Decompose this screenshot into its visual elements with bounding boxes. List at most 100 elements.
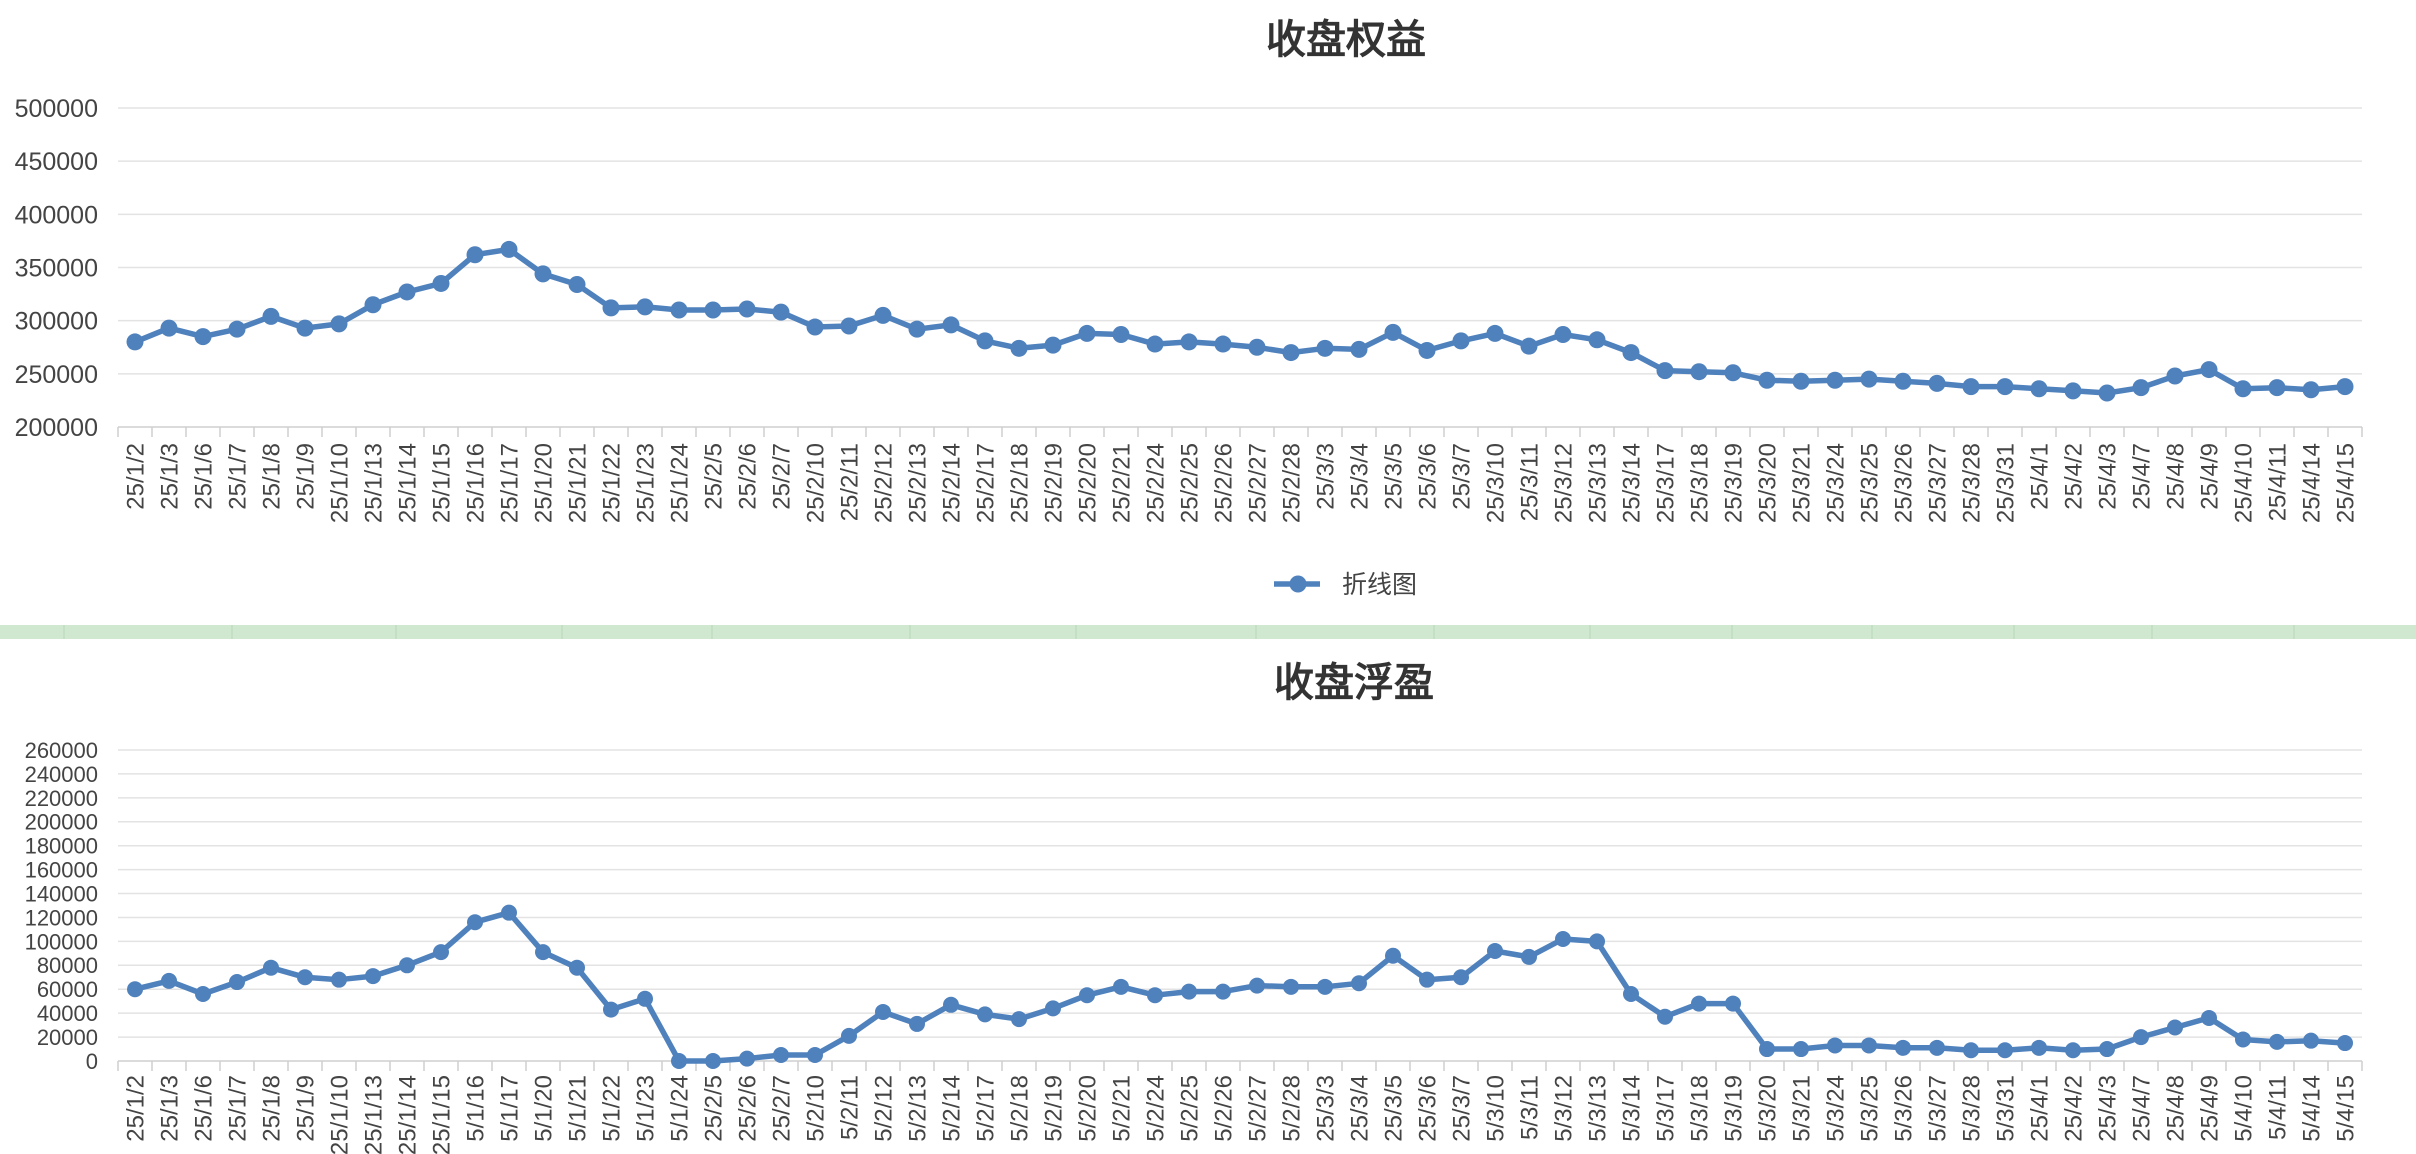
x-tick-label: 5/4/14 xyxy=(2298,1075,2325,1142)
data-point xyxy=(2132,379,2150,397)
x-tick-label: 25/1/3 xyxy=(156,1075,183,1142)
data-point xyxy=(1690,363,1708,381)
x-tick-label: 25/3/19 xyxy=(1720,443,1747,523)
data-point xyxy=(1588,331,1606,349)
x-tick-label: 25/3/3 xyxy=(1312,1075,1339,1142)
x-tick-label: 25/4/11 xyxy=(2264,443,2291,521)
y-tick-label: 260000 xyxy=(25,738,98,763)
x-tick-label: 5/3/14 xyxy=(1618,1075,1645,1142)
data-point xyxy=(1249,977,1265,994)
data-point xyxy=(1283,978,1299,995)
data-point xyxy=(2268,379,2286,397)
x-tick-label: 5/3/26 xyxy=(1890,1075,1917,1142)
data-point xyxy=(534,265,552,283)
data-point xyxy=(467,914,483,931)
data-point xyxy=(942,316,960,334)
x-tick-label: 5/1/16 xyxy=(462,1075,489,1142)
x-tick-label: 5/2/12 xyxy=(870,1075,897,1142)
y-tick-label: 200000 xyxy=(15,414,98,442)
x-tick-label: 25/3/31 xyxy=(1992,443,2019,523)
data-point xyxy=(1826,371,1844,389)
y-tick-label: 220000 xyxy=(25,786,98,811)
x-tick-label: 25/1/15 xyxy=(428,1075,455,1154)
data-point xyxy=(1928,374,1946,392)
y-tick-label: 350000 xyxy=(15,255,98,283)
data-point xyxy=(1351,975,1367,992)
data-point xyxy=(330,315,348,333)
y-tick-label: 0 xyxy=(86,1049,98,1074)
data-point xyxy=(1181,983,1197,1000)
chart-title: 收盘浮盈 xyxy=(1274,660,1434,706)
data-point xyxy=(1691,995,1707,1012)
data-point xyxy=(194,328,212,346)
x-tick-label: 25/3/4 xyxy=(1346,1075,1373,1142)
data-point xyxy=(1146,335,1164,353)
data-point xyxy=(2269,1033,2285,1050)
data-point xyxy=(1997,1042,2013,1059)
x-tick-label: 5/3/12 xyxy=(1550,1075,1577,1142)
chart-1: 收盘权益 500000 450000 400000 350000 300000 250000… xyxy=(15,17,2363,599)
x-tick-label: 25/3/27 xyxy=(1924,443,1951,523)
y-tick-label: 60000 xyxy=(37,977,98,1002)
data-point xyxy=(2031,1039,2047,1056)
data-point xyxy=(1860,370,1878,388)
x-tick-label: 25/3/20 xyxy=(1754,443,1781,523)
x-tick-label: 25/4/1 xyxy=(2026,1075,2053,1142)
x-tick-label: 5/2/11 xyxy=(836,1075,863,1140)
data-point xyxy=(1487,942,1503,959)
x-tick-label: 5/3/28 xyxy=(1958,1075,1985,1142)
data-point xyxy=(1622,344,1640,362)
y-tick-label: 250000 xyxy=(15,361,98,389)
x-tick-label: 5/1/22 xyxy=(598,1075,625,1142)
x-tick-label: 5/1/24 xyxy=(666,1075,693,1142)
data-point xyxy=(2200,361,2218,379)
x-tick-label: 25/3/6 xyxy=(1414,443,1441,510)
data-point xyxy=(195,986,211,1003)
x-tick-label: 5/2/19 xyxy=(1040,1075,1067,1142)
x-tick-label: 25/2/19 xyxy=(1040,443,1067,523)
x-tick-label: 5/2/28 xyxy=(1278,1075,1305,1142)
x-tick-label: 5/3/13 xyxy=(1584,1075,1611,1142)
x-tick-label: 25/2/28 xyxy=(1278,443,1305,523)
x-tick-label: 25/3/5 xyxy=(1380,443,1407,510)
x-tick-label: 5/3/21 xyxy=(1788,1075,1815,1142)
x-tick-label: 5/4/11 xyxy=(2264,1075,2291,1140)
x-tick-label: 25/2/13 xyxy=(904,443,931,523)
x-tick-label: 25/4/9 xyxy=(2196,443,2223,510)
data-point xyxy=(977,1006,993,1023)
x-tick-label: 5/1/17 xyxy=(496,1075,523,1142)
data-point xyxy=(160,319,178,337)
x-tick-label: 25/4/1 xyxy=(2026,443,2053,510)
x-tick-label: 25/3/4 xyxy=(1346,443,1373,510)
x-tick-label: 25/3/17 xyxy=(1652,443,1679,523)
x-tick-label: 25/4/2 xyxy=(2060,1075,2087,1142)
x-tick-label: 5/2/13 xyxy=(904,1075,931,1142)
x-tick-label: 25/1/14 xyxy=(394,1075,421,1154)
x-tick-label: 25/4/10 xyxy=(2230,443,2257,523)
data-point xyxy=(296,319,314,337)
x-tick-label: 5/3/18 xyxy=(1686,1075,1713,1142)
x-tick-label: 25/1/13 xyxy=(360,1075,387,1154)
data-point xyxy=(1894,372,1912,390)
data-point xyxy=(1589,933,1605,950)
data-point xyxy=(773,1047,789,1064)
data-point xyxy=(1215,983,1231,1000)
data-point xyxy=(2030,380,2048,398)
x-tick-label: 25/4/8 xyxy=(2162,1075,2189,1142)
data-point xyxy=(670,301,688,319)
data-point xyxy=(297,969,313,986)
x-tick-label: 5/3/27 xyxy=(1924,1075,1951,1142)
data-point xyxy=(364,296,382,314)
chart-2: 收盘浮盈260000240000220000200000180000160000… xyxy=(25,660,2363,1154)
x-tick-label: 25/3/10 xyxy=(1482,443,1509,523)
x-tick-label: 25/4/3 xyxy=(2094,1075,2121,1142)
data-point xyxy=(1079,987,1095,1004)
x-tick-label: 25/1/10 xyxy=(326,1075,353,1154)
data-point xyxy=(399,957,415,974)
x-tick-label: 25/2/7 xyxy=(768,443,795,510)
x-tick-label: 25/3/3 xyxy=(1312,443,1339,510)
data-point xyxy=(671,1053,687,1069)
data-point xyxy=(1317,978,1333,995)
data-point xyxy=(331,971,347,988)
x-tick-label: 5/3/19 xyxy=(1720,1075,1747,1142)
